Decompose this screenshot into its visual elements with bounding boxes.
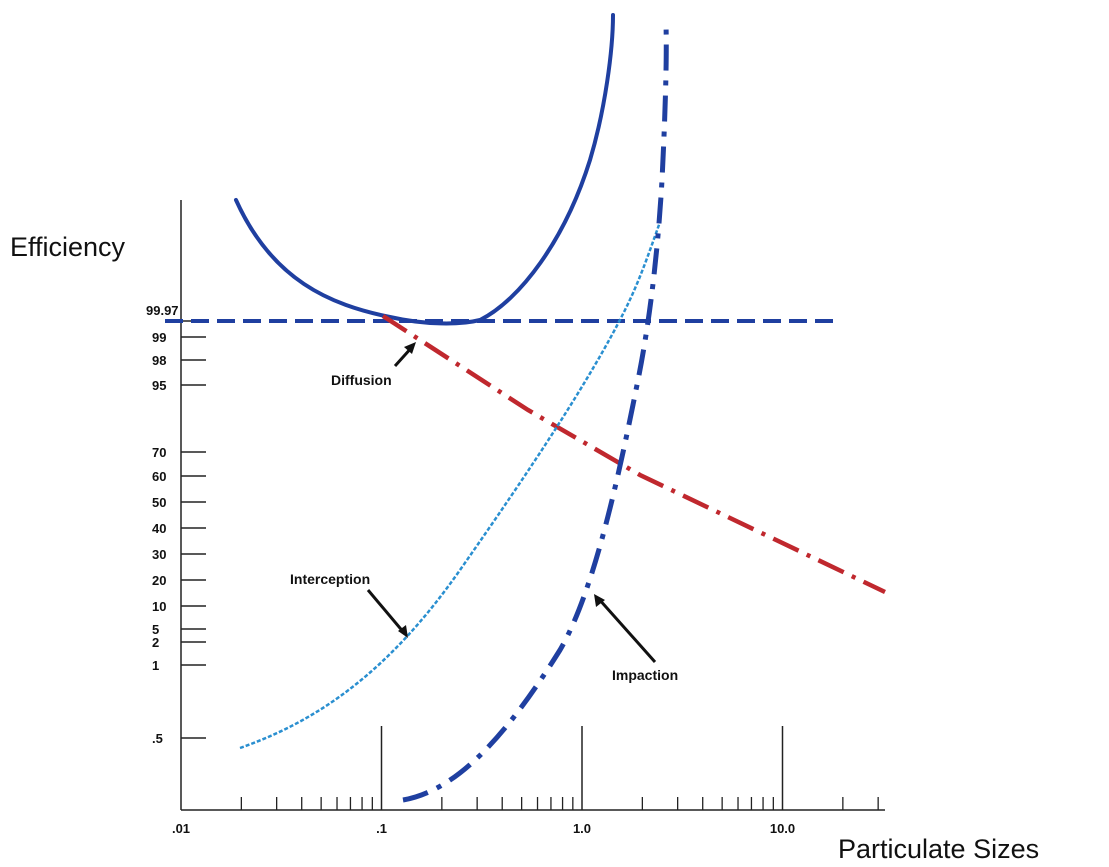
annotations: Diffusion Interception Impaction [290,342,678,683]
x-ticks: .01 .1 1.0 10.0 [172,726,879,836]
y-ticks: 99.97 99 98 95 70 60 50 40 30 20 10 52 1 .5 [146,303,206,746]
y-tick-label: 98 [152,353,166,368]
y-tick-label: 5 [152,622,159,637]
impaction-label: Impaction [612,667,678,683]
interception-arrow [366,589,407,635]
y-axis-title: Efficiency [10,232,126,262]
x-tick-label: .01 [172,821,190,836]
y-tick-label: 20 [152,573,166,588]
series-diffusion-line [381,314,886,595]
y-tick-label: 50 [152,495,166,510]
interception-label: Interception [290,571,370,587]
impaction-arrow [596,597,657,663]
x-axis-title: Particulate Sizes [838,834,1039,864]
x-tick-label: .1 [376,821,387,836]
impaction-annotation: Impaction [594,594,678,683]
y-tick-label: 1 [152,658,159,673]
series-impaction-line [402,24,669,803]
y-tick-label: 99 [152,330,166,345]
impaction-arrowhead [594,594,605,607]
axes [180,200,885,811]
diffusion-annotation: Diffusion [331,342,416,388]
y-tick-label: 2 [152,635,159,650]
y-tick-label: .5 [152,731,163,746]
y-tick-label: 40 [152,521,166,536]
y-tick-label: 99.97 [146,303,179,318]
y-tick-label: 10 [152,599,166,614]
y-tick-label: 70 [152,445,166,460]
diffusion-label: Diffusion [331,372,392,388]
interception-arrowhead [398,625,408,638]
series-interception-line [239,221,662,750]
interception-annotation: Interception [290,571,408,638]
y-tick-label: 60 [152,469,166,484]
series-total-efficiency-line [234,13,615,326]
diffusion-arrowhead [404,342,416,354]
x-tick-label: 1.0 [573,821,591,836]
y-tick-label: 30 [152,547,166,562]
series-layer [165,13,886,803]
y-tick-label: 95 [152,378,166,393]
x-tick-label: 10.0 [770,821,795,836]
